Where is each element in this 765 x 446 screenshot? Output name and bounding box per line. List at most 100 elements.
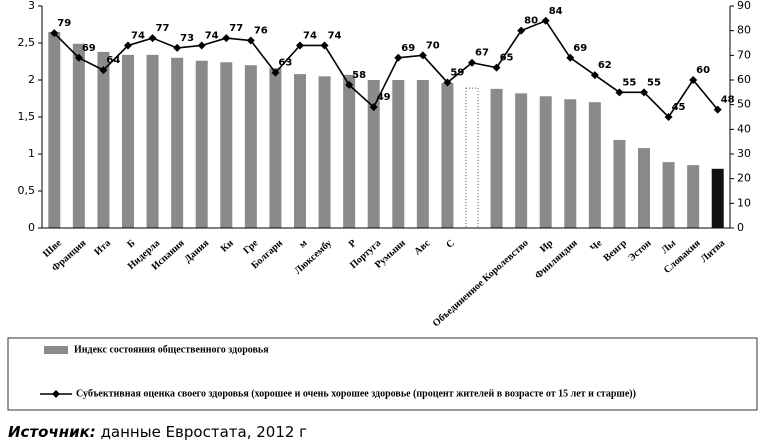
value-label: 45 — [672, 102, 686, 113]
value-label: 69 — [573, 43, 587, 54]
bar — [711, 168, 724, 228]
marker — [74, 53, 83, 62]
y2-tick-label: 20 — [737, 172, 751, 185]
value-label: 79 — [57, 18, 71, 29]
marker — [320, 41, 329, 50]
x-tick-label: Эстон — [626, 238, 653, 264]
value-label: 76 — [254, 26, 268, 37]
marker — [345, 80, 354, 89]
bar — [687, 165, 700, 228]
y-tick-label: 0,5 — [18, 184, 36, 197]
value-label: 62 — [598, 60, 612, 71]
bar — [515, 93, 528, 228]
x-tick-label: Р — [347, 238, 359, 250]
x-tick-label: Ки — [219, 238, 236, 255]
y-tick-label: 3 — [28, 0, 35, 12]
x-tick-label: Лы — [659, 238, 678, 257]
y-tick-label: 1 — [28, 147, 35, 160]
value-label: 67 — [475, 48, 489, 59]
x-tick-label: Ита — [92, 238, 113, 258]
value-label: 77 — [229, 23, 243, 34]
marker — [271, 68, 280, 77]
value-label: 73 — [180, 33, 194, 44]
marker — [443, 78, 452, 87]
y2-tick-label: 70 — [737, 48, 751, 61]
value-label: 74 — [303, 30, 317, 41]
value-label: 74 — [205, 30, 219, 41]
marker — [173, 43, 182, 52]
value-label: 59 — [450, 67, 464, 78]
source-text: данные Евростата, 2012 г — [96, 423, 307, 441]
marker — [50, 29, 59, 38]
bar — [171, 57, 184, 228]
x-tick-label: Гре — [241, 237, 260, 256]
value-label: 69 — [401, 43, 415, 54]
marker — [590, 71, 599, 80]
value-label: 80 — [524, 16, 538, 27]
value-label: 60 — [696, 65, 710, 76]
marker — [640, 88, 648, 97]
value-label: 58 — [352, 70, 366, 81]
marker — [296, 41, 304, 50]
line — [53, 19, 719, 119]
x-tick-label: Венгр — [602, 237, 630, 264]
bar — [613, 139, 626, 228]
y2-tick-label: 10 — [737, 196, 751, 209]
bar — [638, 148, 650, 228]
y2-tick-label: 60 — [737, 73, 751, 86]
marker — [148, 34, 157, 43]
marker — [99, 66, 108, 75]
legend-label: Субъективная оценка своего здоровья (хор… — [76, 388, 636, 399]
x-tick-label: Дания — [182, 237, 211, 265]
x-tick-label: Ир — [538, 237, 556, 254]
marker — [713, 105, 722, 114]
marker — [222, 34, 231, 43]
bar — [662, 162, 675, 228]
bar — [195, 60, 208, 229]
value-label: 65 — [500, 53, 514, 64]
legend-marker — [52, 390, 60, 398]
value-label: 77 — [156, 23, 170, 34]
value-label: 70 — [426, 40, 440, 51]
bar — [465, 87, 479, 229]
marker — [369, 103, 378, 112]
y2-tick-label: 90 — [737, 0, 751, 12]
x-tick-label: Авс — [412, 237, 433, 257]
bar — [343, 74, 356, 228]
value-label: 55 — [622, 77, 636, 88]
y2-tick-label: 0 — [737, 221, 744, 234]
x-tick-label: Че — [588, 237, 605, 253]
y-tick-label: 0 — [28, 221, 35, 234]
value-label: 63 — [278, 58, 292, 69]
marker — [197, 41, 206, 50]
bar — [269, 68, 282, 228]
bar — [72, 43, 85, 228]
marker — [566, 53, 575, 62]
marker — [418, 51, 427, 60]
bar — [48, 31, 61, 229]
bar — [367, 80, 380, 228]
y-tick-label: 1,5 — [18, 110, 36, 123]
bar — [564, 99, 577, 229]
bar — [244, 65, 257, 228]
y-tick-label: 2,5 — [18, 36, 36, 49]
x-tick-label: Б — [125, 238, 138, 251]
source: Источник: данные Евростата, 2012 г — [8, 423, 307, 441]
legend-label: Индекс состояния общественного здоровья — [74, 344, 269, 355]
y2-tick-label: 80 — [737, 24, 751, 37]
y2-tick-label: 30 — [737, 147, 751, 160]
bar — [588, 102, 601, 228]
bar — [539, 96, 552, 228]
value-label: 48 — [721, 95, 735, 106]
value-label: 49 — [377, 92, 391, 103]
marker — [541, 16, 550, 25]
x-tick-label: Литва — [699, 238, 728, 265]
bar — [294, 74, 306, 228]
y2-tick-label: 50 — [737, 98, 751, 111]
bar — [122, 54, 134, 229]
marker — [124, 41, 132, 50]
y-tick-label: 2 — [28, 73, 35, 86]
y2-tick-label: 40 — [737, 122, 751, 135]
marker — [689, 76, 698, 84]
